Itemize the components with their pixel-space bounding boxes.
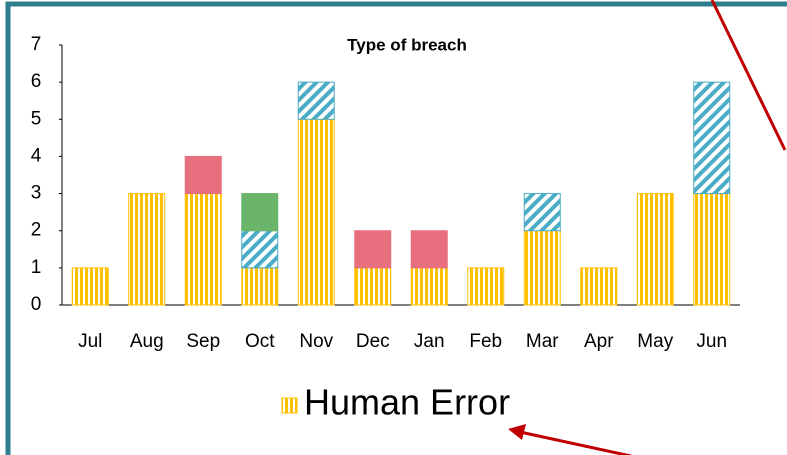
bar-segment (241, 193, 279, 232)
bar-segment (354, 267, 392, 306)
bar-segment (636, 193, 674, 306)
bar-segment (71, 267, 109, 306)
arrow-line (710, 0, 787, 151)
bar-segment (241, 230, 279, 269)
x-tick-label: Sep (186, 331, 220, 352)
y-tick-label: 4 (31, 145, 42, 166)
y-tick-label: 7 (31, 34, 42, 55)
x-tick-label: Apr (584, 331, 614, 352)
x-tick-label: Nov (299, 331, 333, 352)
y-tick-label: 5 (31, 108, 42, 129)
bar-segment (184, 193, 222, 306)
arrow-head (508, 424, 526, 440)
bar-segment (580, 267, 618, 306)
bar-segment (410, 230, 448, 269)
x-tick-label: Jan (414, 331, 445, 352)
x-tick-label: Aug (130, 331, 164, 352)
y-tick-label: 3 (31, 183, 42, 204)
frame (5, 1, 787, 455)
legend-swatch (281, 397, 298, 414)
bar-segment (523, 230, 561, 306)
x-tick-label: Oct (245, 331, 275, 352)
chart-title: Type of breach (347, 35, 467, 54)
bar-segment (128, 193, 166, 306)
bar-segment (693, 81, 731, 195)
bar-segment (410, 267, 448, 306)
x-tick-label: Jul (78, 331, 102, 352)
x-tick-label: Feb (469, 331, 502, 352)
legend-label: Human Error (304, 382, 510, 423)
bar-segment (241, 267, 279, 306)
bar-segment (184, 155, 222, 195)
bar-segment (354, 230, 392, 269)
x-tick-label: Dec (356, 331, 390, 352)
bar-segment (523, 193, 561, 232)
bar-segment (297, 118, 335, 306)
x-tick-label: Jun (696, 331, 727, 352)
y-tick-label: 1 (31, 257, 42, 278)
bar-segment (693, 193, 731, 306)
x-tick-label: Mar (526, 331, 559, 352)
y-tick-label: 6 (31, 71, 42, 92)
y-tick-label: 0 (31, 294, 42, 315)
bar-segment (297, 81, 335, 120)
arrow-line (519, 430, 634, 455)
bar-segment (467, 267, 505, 306)
x-tick-label: May (637, 331, 673, 352)
y-tick-label: 2 (31, 220, 42, 241)
